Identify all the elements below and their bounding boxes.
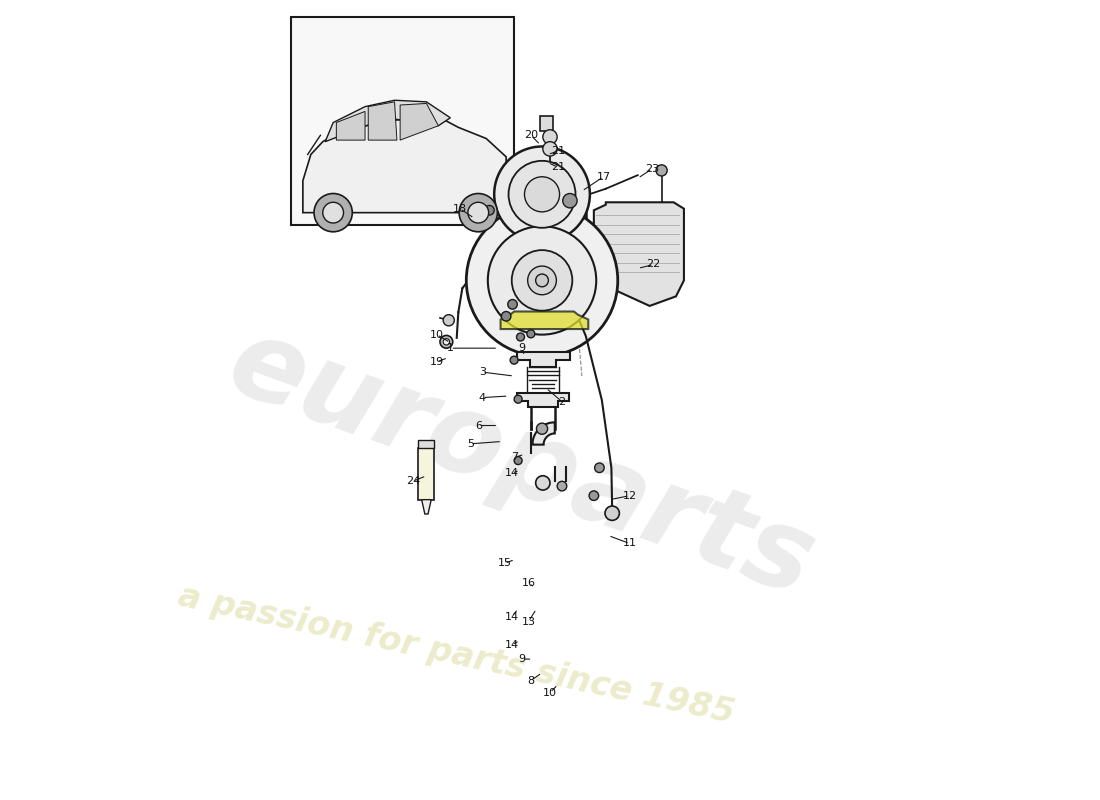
Text: 1: 1 bbox=[447, 343, 454, 353]
Circle shape bbox=[494, 146, 590, 242]
Circle shape bbox=[605, 506, 619, 520]
Circle shape bbox=[440, 335, 453, 348]
Polygon shape bbox=[532, 422, 554, 445]
Circle shape bbox=[514, 457, 522, 465]
Text: 12: 12 bbox=[623, 490, 637, 501]
Circle shape bbox=[527, 330, 535, 338]
Circle shape bbox=[485, 206, 494, 215]
Text: europarts: europarts bbox=[216, 309, 829, 619]
Circle shape bbox=[512, 250, 572, 310]
Polygon shape bbox=[594, 202, 684, 306]
Circle shape bbox=[656, 165, 668, 176]
Circle shape bbox=[314, 194, 352, 232]
Text: 7: 7 bbox=[512, 452, 518, 462]
Text: 22: 22 bbox=[647, 259, 661, 270]
Polygon shape bbox=[302, 118, 506, 213]
Text: 16: 16 bbox=[521, 578, 536, 588]
Text: 21: 21 bbox=[551, 162, 565, 172]
Text: 21: 21 bbox=[551, 146, 565, 156]
Text: 4: 4 bbox=[478, 393, 486, 402]
Text: 6: 6 bbox=[475, 421, 482, 430]
Circle shape bbox=[528, 266, 557, 294]
Circle shape bbox=[537, 423, 548, 434]
Text: 2: 2 bbox=[559, 397, 565, 406]
Text: 10: 10 bbox=[543, 687, 557, 698]
Circle shape bbox=[558, 482, 566, 491]
Circle shape bbox=[514, 395, 522, 403]
Polygon shape bbox=[517, 352, 570, 366]
Circle shape bbox=[466, 205, 618, 356]
Text: 17: 17 bbox=[596, 172, 611, 182]
Circle shape bbox=[502, 311, 510, 321]
Circle shape bbox=[542, 142, 558, 156]
Polygon shape bbox=[421, 500, 431, 514]
Circle shape bbox=[536, 476, 550, 490]
Circle shape bbox=[468, 202, 488, 223]
Polygon shape bbox=[326, 100, 450, 142]
Circle shape bbox=[542, 130, 558, 144]
Polygon shape bbox=[337, 111, 365, 140]
Text: 24: 24 bbox=[406, 476, 420, 486]
Text: 14: 14 bbox=[505, 468, 519, 478]
Circle shape bbox=[459, 194, 497, 232]
Circle shape bbox=[517, 333, 525, 341]
Circle shape bbox=[487, 226, 596, 334]
Polygon shape bbox=[517, 393, 569, 407]
Circle shape bbox=[322, 202, 343, 223]
Text: 3: 3 bbox=[478, 367, 486, 377]
Text: 8: 8 bbox=[527, 676, 535, 686]
Circle shape bbox=[508, 161, 575, 228]
Text: 18: 18 bbox=[453, 204, 468, 214]
Circle shape bbox=[443, 338, 450, 345]
Polygon shape bbox=[418, 448, 434, 500]
Circle shape bbox=[443, 314, 454, 326]
Text: 11: 11 bbox=[623, 538, 637, 549]
Polygon shape bbox=[513, 194, 572, 213]
Circle shape bbox=[536, 274, 549, 286]
Polygon shape bbox=[500, 311, 588, 329]
Text: 13: 13 bbox=[521, 617, 536, 626]
Polygon shape bbox=[368, 102, 397, 140]
Circle shape bbox=[508, 299, 517, 309]
Text: 5: 5 bbox=[466, 439, 474, 449]
Text: 9: 9 bbox=[518, 654, 526, 664]
Text: 20: 20 bbox=[524, 130, 538, 140]
Bar bbox=[418, 440, 434, 448]
Polygon shape bbox=[517, 282, 570, 296]
Polygon shape bbox=[503, 213, 586, 281]
Circle shape bbox=[510, 356, 518, 364]
Polygon shape bbox=[400, 103, 439, 140]
Circle shape bbox=[563, 194, 578, 208]
Bar bbox=[540, 116, 553, 130]
Text: 15: 15 bbox=[497, 558, 512, 569]
Text: 23: 23 bbox=[645, 164, 659, 174]
Text: 19: 19 bbox=[430, 357, 444, 366]
Text: 14: 14 bbox=[505, 640, 519, 650]
Text: 10: 10 bbox=[430, 330, 443, 340]
Text: a passion for parts since 1985: a passion for parts since 1985 bbox=[175, 580, 738, 730]
Circle shape bbox=[590, 491, 598, 501]
Text: 14: 14 bbox=[505, 612, 519, 622]
Bar bbox=[290, 18, 514, 225]
Circle shape bbox=[525, 177, 560, 212]
Text: 9: 9 bbox=[518, 343, 526, 353]
Circle shape bbox=[595, 463, 604, 473]
